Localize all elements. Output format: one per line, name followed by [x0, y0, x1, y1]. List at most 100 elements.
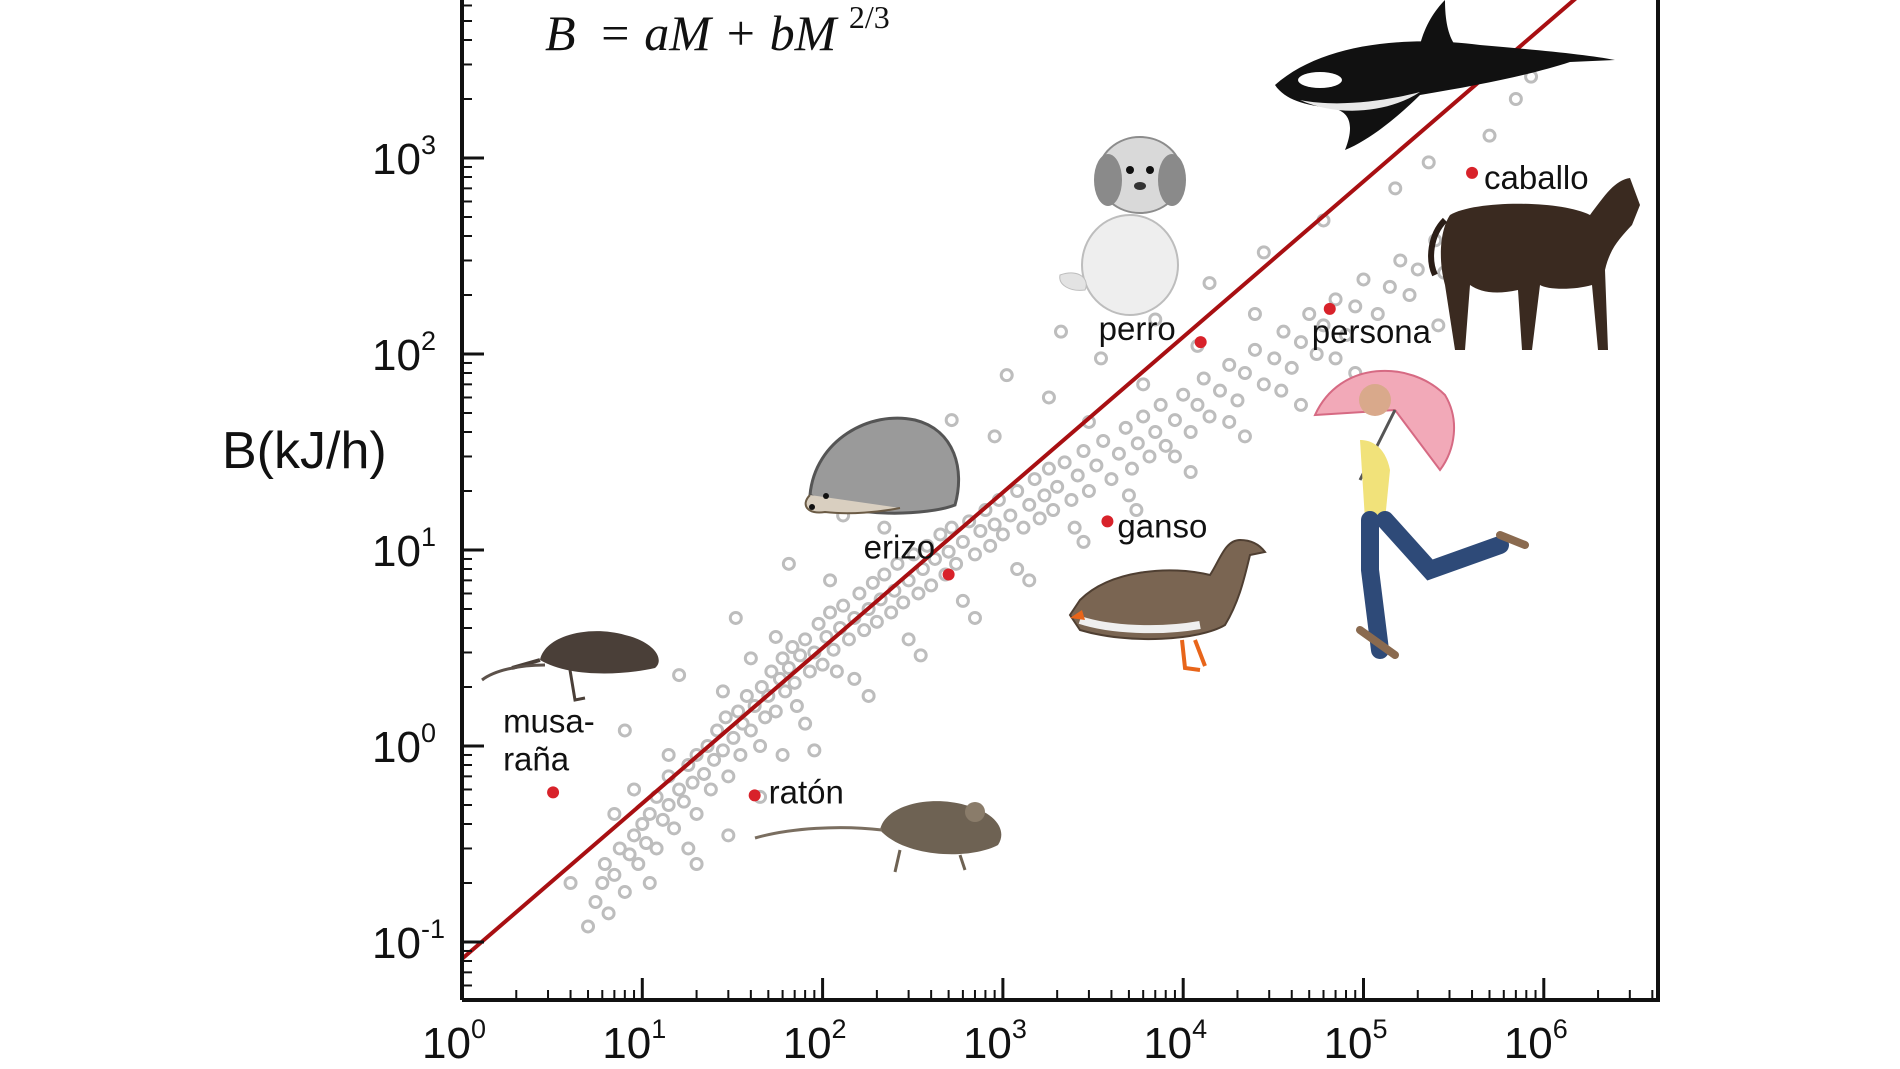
background-point [627, 782, 642, 797]
highlight-label: persona [1312, 313, 1432, 350]
background-point [595, 875, 610, 890]
background-point [1183, 424, 1198, 439]
background-point [721, 769, 736, 784]
background-point [685, 775, 700, 790]
background-point [995, 527, 1010, 542]
background-point [1237, 429, 1252, 444]
background-point [999, 368, 1014, 383]
x-tick-base: 10 [963, 1019, 1012, 1068]
background-point [739, 688, 754, 703]
background-point [857, 623, 872, 638]
y-tick-exponent: -1 [421, 914, 445, 944]
background-point [949, 556, 964, 571]
background-point [1356, 272, 1371, 287]
background-point [1129, 502, 1144, 517]
x-tick-exponent: 1 [651, 1014, 666, 1044]
background-point [622, 847, 637, 862]
background-point [768, 629, 783, 644]
y-tick-label: 103 [372, 130, 436, 184]
y-tick-base: 10 [372, 527, 421, 576]
highlight-point [1194, 336, 1207, 349]
y-tick-base: 10 [372, 919, 421, 968]
x-tick-exponent: 3 [1012, 1014, 1027, 1044]
dog-icon [1059, 136, 1186, 316]
background-point [787, 675, 802, 690]
background-point [1064, 492, 1079, 507]
background-point [1316, 318, 1331, 333]
background-point [1010, 483, 1025, 498]
background-point [877, 520, 892, 535]
background-point [920, 538, 935, 553]
background-point [703, 782, 718, 797]
background-point [1274, 383, 1289, 398]
background-point [768, 704, 783, 719]
background-point [775, 747, 790, 762]
x-tick-label: 103 [963, 1014, 1027, 1068]
background-point [1393, 253, 1408, 268]
background-point [1256, 377, 1271, 392]
y-tick-exponent: 2 [421, 326, 436, 356]
background-point [627, 828, 642, 843]
background-point [1267, 351, 1282, 366]
background-point [906, 547, 921, 562]
background-point [697, 766, 712, 781]
background-points [563, 69, 1539, 934]
background-point [1421, 155, 1436, 170]
background-point [1089, 458, 1104, 473]
background-point [869, 614, 884, 629]
background-point [639, 835, 654, 850]
background-point [798, 632, 813, 647]
hedgehog-icon [804, 416, 961, 515]
background-point [1136, 409, 1151, 424]
highlight-point [1101, 515, 1114, 528]
background-point [1022, 573, 1037, 588]
y-tick-exponent: 3 [421, 130, 436, 160]
background-point [778, 684, 793, 699]
background-point [1167, 413, 1182, 428]
background-point [718, 710, 733, 725]
x-tick-label: 100 [422, 1014, 486, 1068]
background-point [597, 857, 612, 872]
background-point [672, 668, 687, 683]
background-point [1041, 390, 1056, 405]
highlight-label: erizo [864, 528, 936, 565]
x-tick-base: 10 [602, 1019, 651, 1068]
background-point [1142, 449, 1157, 464]
background-point [890, 556, 905, 571]
background-point [1302, 306, 1317, 321]
background-point [987, 429, 1002, 444]
y-tick-label: 100 [372, 718, 436, 772]
x-tick-exponent: 5 [1372, 1014, 1387, 1044]
background-point [1158, 438, 1173, 453]
background-point [726, 730, 741, 745]
x-tick-exponent: 2 [832, 1014, 847, 1044]
y-tick-base: 10 [372, 331, 421, 380]
background-point [1111, 446, 1126, 461]
background-point [655, 812, 670, 827]
background-point [753, 739, 768, 753]
background-point [1081, 483, 1096, 498]
background-point [911, 586, 926, 601]
background-point [1202, 409, 1217, 424]
highlight-label: musa- [503, 702, 595, 739]
background-point [841, 632, 856, 647]
background-point [1309, 347, 1324, 361]
background-point [1212, 383, 1227, 398]
background-point [1148, 312, 1163, 327]
background-point [987, 517, 1002, 532]
background-point [731, 704, 746, 719]
background-point [1388, 181, 1403, 196]
x-tick-label: 105 [1323, 1014, 1387, 1068]
x-tick-label: 101 [602, 1014, 666, 1068]
background-point [955, 593, 970, 608]
highlight-label: ratón [769, 773, 844, 810]
background-point [1016, 520, 1031, 535]
background-point [563, 875, 578, 890]
background-point [612, 841, 627, 856]
background-point [764, 664, 779, 679]
background-point [1237, 365, 1252, 380]
background-point [913, 648, 928, 663]
background-point [933, 527, 948, 542]
background-point [1096, 433, 1111, 448]
background-point [1118, 420, 1133, 435]
